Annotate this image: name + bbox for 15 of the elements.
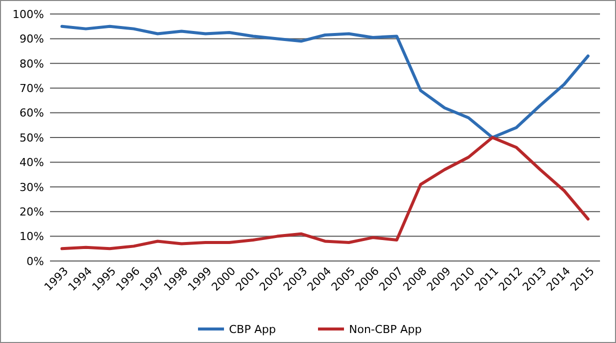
y-tick-label: 0% [26, 254, 44, 268]
y-tick-label: 60% [20, 106, 44, 120]
line-series [60, 136, 590, 250]
y-tick-label: 80% [20, 57, 44, 70]
y-tick-label: 100% [12, 8, 44, 21]
y-tick-label: 90% [20, 32, 44, 46]
line-series [60, 24, 590, 139]
y-tick-label: 70% [20, 82, 44, 95]
y-tick-label: 10% [20, 230, 44, 244]
legend-label: Non-CBP App [349, 322, 422, 336]
legend-label: CBP App [229, 322, 276, 336]
y-tick-label: 40% [20, 156, 44, 170]
y-tick-label: 20% [20, 205, 44, 218]
y-tick-label: 30% [20, 180, 44, 194]
y-tick-label: 50% [20, 131, 44, 144]
